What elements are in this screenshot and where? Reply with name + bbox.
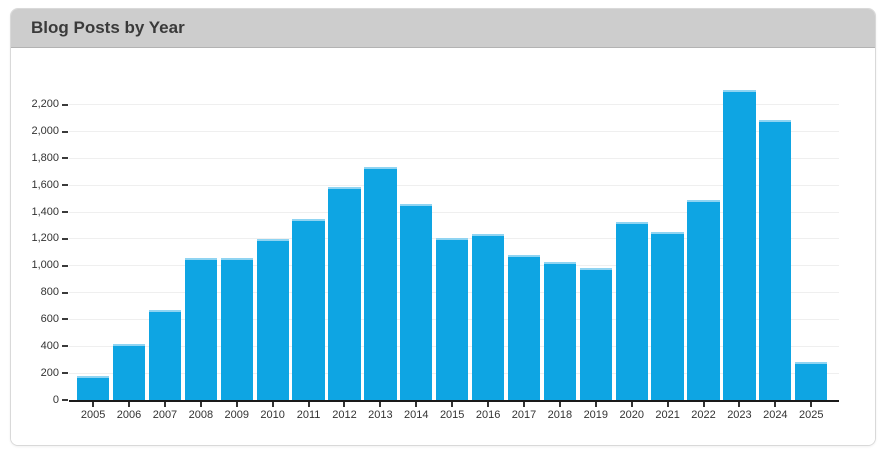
- x-axis-tick: [199, 402, 202, 407]
- gridline: [69, 211, 839, 213]
- y-axis-tick: [62, 345, 68, 348]
- bar-2021[interactable]: [651, 232, 684, 400]
- y-axis-tick: [62, 264, 68, 267]
- y-axis-tick: [62, 237, 68, 240]
- x-axis-label: 2023: [727, 409, 752, 421]
- y-axis-label: 600: [40, 312, 59, 325]
- y-axis-tick: [62, 372, 68, 375]
- x-axis-tick: [235, 402, 238, 407]
- x-axis-tick: [379, 402, 382, 407]
- bar-2007[interactable]: [148, 310, 182, 400]
- y-axis-label: 200: [40, 366, 59, 379]
- bar-2014[interactable]: [400, 204, 433, 400]
- y-axis-label: 400: [40, 339, 59, 352]
- x-axis-tick: [523, 402, 525, 407]
- bar-2012[interactable]: [328, 186, 361, 400]
- y-axis-label: 1,600: [31, 178, 59, 191]
- bar-2005[interactable]: [77, 375, 110, 400]
- y-axis-label: 0: [52, 393, 59, 406]
- bar-2019[interactable]: [579, 268, 612, 400]
- bar-2010[interactable]: [256, 238, 289, 400]
- y-axis-tick: [62, 211, 68, 214]
- x-axis-label: 2013: [368, 409, 393, 421]
- x-axis-tick: [810, 402, 813, 407]
- y-axis-label: 1,200: [31, 232, 59, 245]
- y-axis-tick: [62, 184, 68, 187]
- bar-2013[interactable]: [364, 166, 397, 400]
- x-axis-tick: [702, 402, 705, 407]
- chart-container: 0 200 400 600 800 1,000 1,200 1,400 1,600 1,800 2,…: [11, 48, 875, 445]
- x-axis-label: 2025: [798, 409, 824, 421]
- bar-2015[interactable]: [436, 237, 469, 400]
- x-axis-tick: [163, 402, 166, 407]
- x-axis-label: 2021: [655, 409, 680, 421]
- x-axis-label: 2022: [691, 409, 716, 421]
- bar-2017[interactable]: [507, 255, 541, 400]
- y-axis-tick: [62, 318, 68, 321]
- x-axis-label: 2017: [511, 409, 537, 421]
- x-axis-tick: [630, 402, 633, 407]
- bar-2011[interactable]: [292, 218, 325, 400]
- y-axis-tick: [62, 157, 68, 160]
- x-axis-tick: [558, 402, 561, 407]
- gridline: [69, 131, 839, 133]
- y-axis-label: 1,000: [31, 259, 59, 272]
- x-axis-line: [69, 400, 839, 402]
- x-axis-tick: [307, 402, 310, 407]
- bar-2025[interactable]: [795, 362, 828, 400]
- bar-2018[interactable]: [543, 261, 577, 400]
- bar-2024[interactable]: [759, 119, 792, 400]
- x-axis-label: 2007: [152, 409, 178, 421]
- y-axis-label: 1,400: [31, 205, 59, 218]
- panel-header: Blog Posts by Year: [11, 9, 875, 48]
- x-axis-label: 2005: [80, 409, 106, 421]
- gridline: [69, 184, 839, 186]
- x-axis-tick: [415, 402, 418, 407]
- x-axis-tick: [271, 402, 274, 407]
- gridline: [69, 157, 839, 159]
- bar-2020[interactable]: [615, 221, 648, 400]
- x-axis-tick: [774, 402, 777, 407]
- x-axis-tick: [343, 402, 346, 407]
- x-axis-tick: [666, 402, 669, 407]
- x-axis-label: 2009: [224, 409, 249, 421]
- x-axis-tick: [92, 402, 95, 407]
- bar-2008[interactable]: [184, 257, 217, 400]
- y-axis-tick: [62, 130, 68, 133]
- x-axis-label: 2008: [188, 409, 214, 421]
- bar-2006[interactable]: [112, 343, 146, 400]
- bar-2022[interactable]: [687, 200, 720, 400]
- panel-title: Blog Posts by Year: [31, 18, 185, 37]
- y-axis-tick: [62, 399, 68, 401]
- gridline: [69, 104, 839, 106]
- x-axis-label: 2006: [116, 409, 142, 421]
- y-axis-label: 1,800: [31, 151, 59, 164]
- x-axis-label: 2010: [260, 409, 285, 421]
- y-axis-label: 800: [40, 286, 59, 299]
- blog-posts-panel: Blog Posts by Year 0 200 400 600 800 1,000 1,2…: [10, 8, 876, 446]
- x-axis-label: 2014: [404, 409, 429, 421]
- x-axis-label: 2020: [619, 409, 644, 421]
- bar-2016[interactable]: [471, 233, 505, 400]
- bar-2023[interactable]: [723, 90, 756, 400]
- y-axis-label: 2,000: [31, 125, 59, 138]
- y-axis-label: 2,200: [31, 98, 59, 111]
- x-axis-tick: [738, 402, 741, 407]
- x-axis-tick: [451, 402, 454, 407]
- y-axis-tick: [62, 103, 68, 106]
- x-axis-tick: [594, 402, 597, 407]
- x-axis-label: 2019: [583, 409, 609, 421]
- x-axis-label: 2012: [332, 409, 357, 421]
- x-axis-label: 2015: [439, 409, 465, 421]
- x-axis-tick: [128, 402, 131, 407]
- bar-2009[interactable]: [220, 257, 253, 400]
- x-axis-label: 2018: [547, 409, 573, 421]
- x-axis-label: 2011: [296, 409, 321, 421]
- x-axis-label: 2016: [475, 409, 501, 421]
- x-axis-tick: [487, 402, 490, 407]
- y-axis-tick: [62, 291, 68, 294]
- x-axis-label: 2024: [763, 409, 788, 421]
